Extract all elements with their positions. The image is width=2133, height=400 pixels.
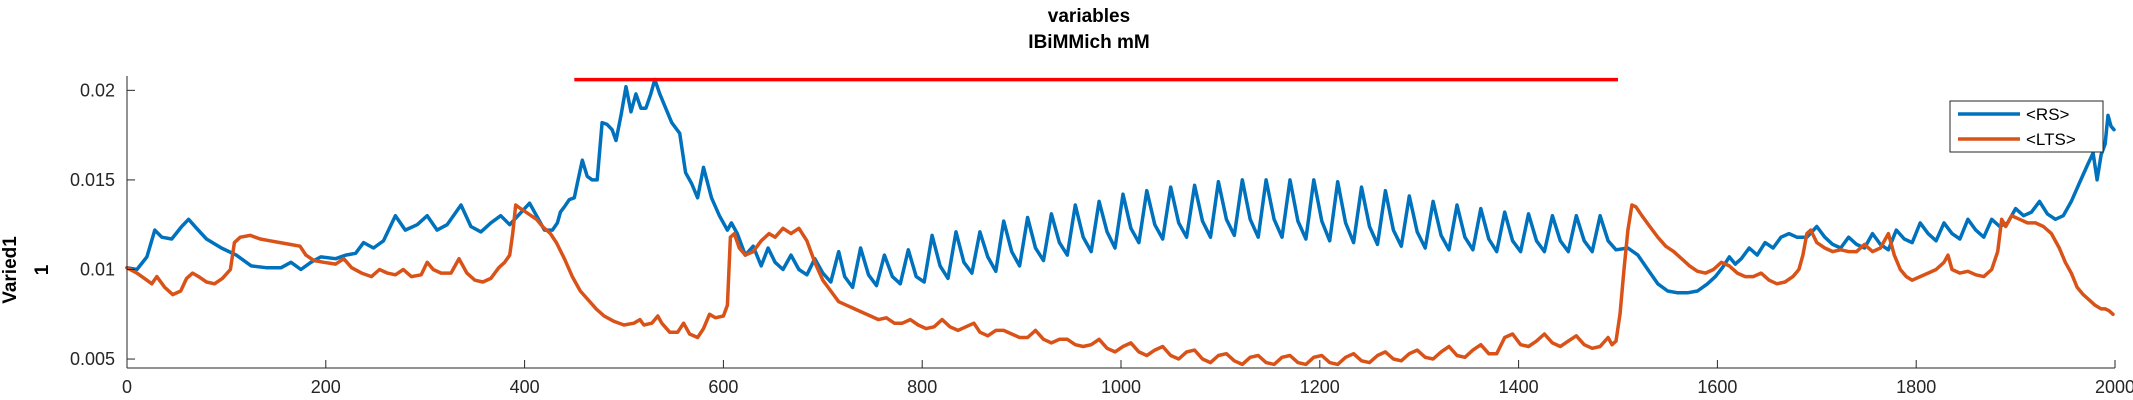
x-tick-label: 400 <box>510 377 540 397</box>
y-axis-label-line-2: 1 <box>32 264 53 275</box>
y-tick-label: 0.005 <box>70 349 115 369</box>
x-tick-label: 1400 <box>1499 377 1539 397</box>
legend-label-lts: <LTS> <box>2026 130 2076 149</box>
series-line-rs <box>125 77 2116 295</box>
ticks: 0 200 400 600 800 1000 1200 1400 1600 1800 2000 0.0… <box>70 80 2133 397</box>
x-tick-label: 2000 <box>2095 377 2133 397</box>
x-tick-label: 800 <box>907 377 937 397</box>
x-tick-label: 1000 <box>1101 377 1141 397</box>
x-tick-label: 0 <box>122 377 132 397</box>
x-tick-label: 1800 <box>1896 377 1936 397</box>
y-axis-label-line-1: Varied1 <box>0 236 21 304</box>
y-tick-label: 0.01 <box>80 259 115 279</box>
x-tick-label: 200 <box>311 377 341 397</box>
y-tick-label: 0.015 <box>70 170 115 190</box>
x-tick-label: 600 <box>708 377 738 397</box>
legend: <RS> <LTS> <box>1949 100 2104 153</box>
series-line-lts <box>125 203 2115 367</box>
y-tick-label: 0.02 <box>80 80 115 100</box>
chart-title-line-1: variables <box>1048 6 1130 27</box>
legend-label-rs: <RS> <box>2026 105 2070 124</box>
axes <box>126 76 2115 369</box>
chart-title-line-2: IBiMMich mM <box>1028 32 1149 53</box>
x-tick-label: 1200 <box>1300 377 1340 397</box>
x-tick-label: 1600 <box>1697 377 1737 397</box>
plot-area <box>125 77 2116 367</box>
y-axis-label: Varied1 1 <box>0 236 53 304</box>
legend-box <box>1949 100 2104 153</box>
